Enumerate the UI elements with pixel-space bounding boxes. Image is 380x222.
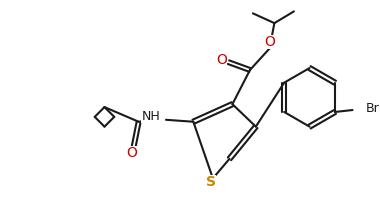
Text: Br: Br [366,102,380,115]
Text: O: O [216,53,227,67]
Text: S: S [206,175,216,189]
Text: NH: NH [141,110,160,123]
Text: O: O [264,35,275,49]
Text: O: O [127,146,137,160]
